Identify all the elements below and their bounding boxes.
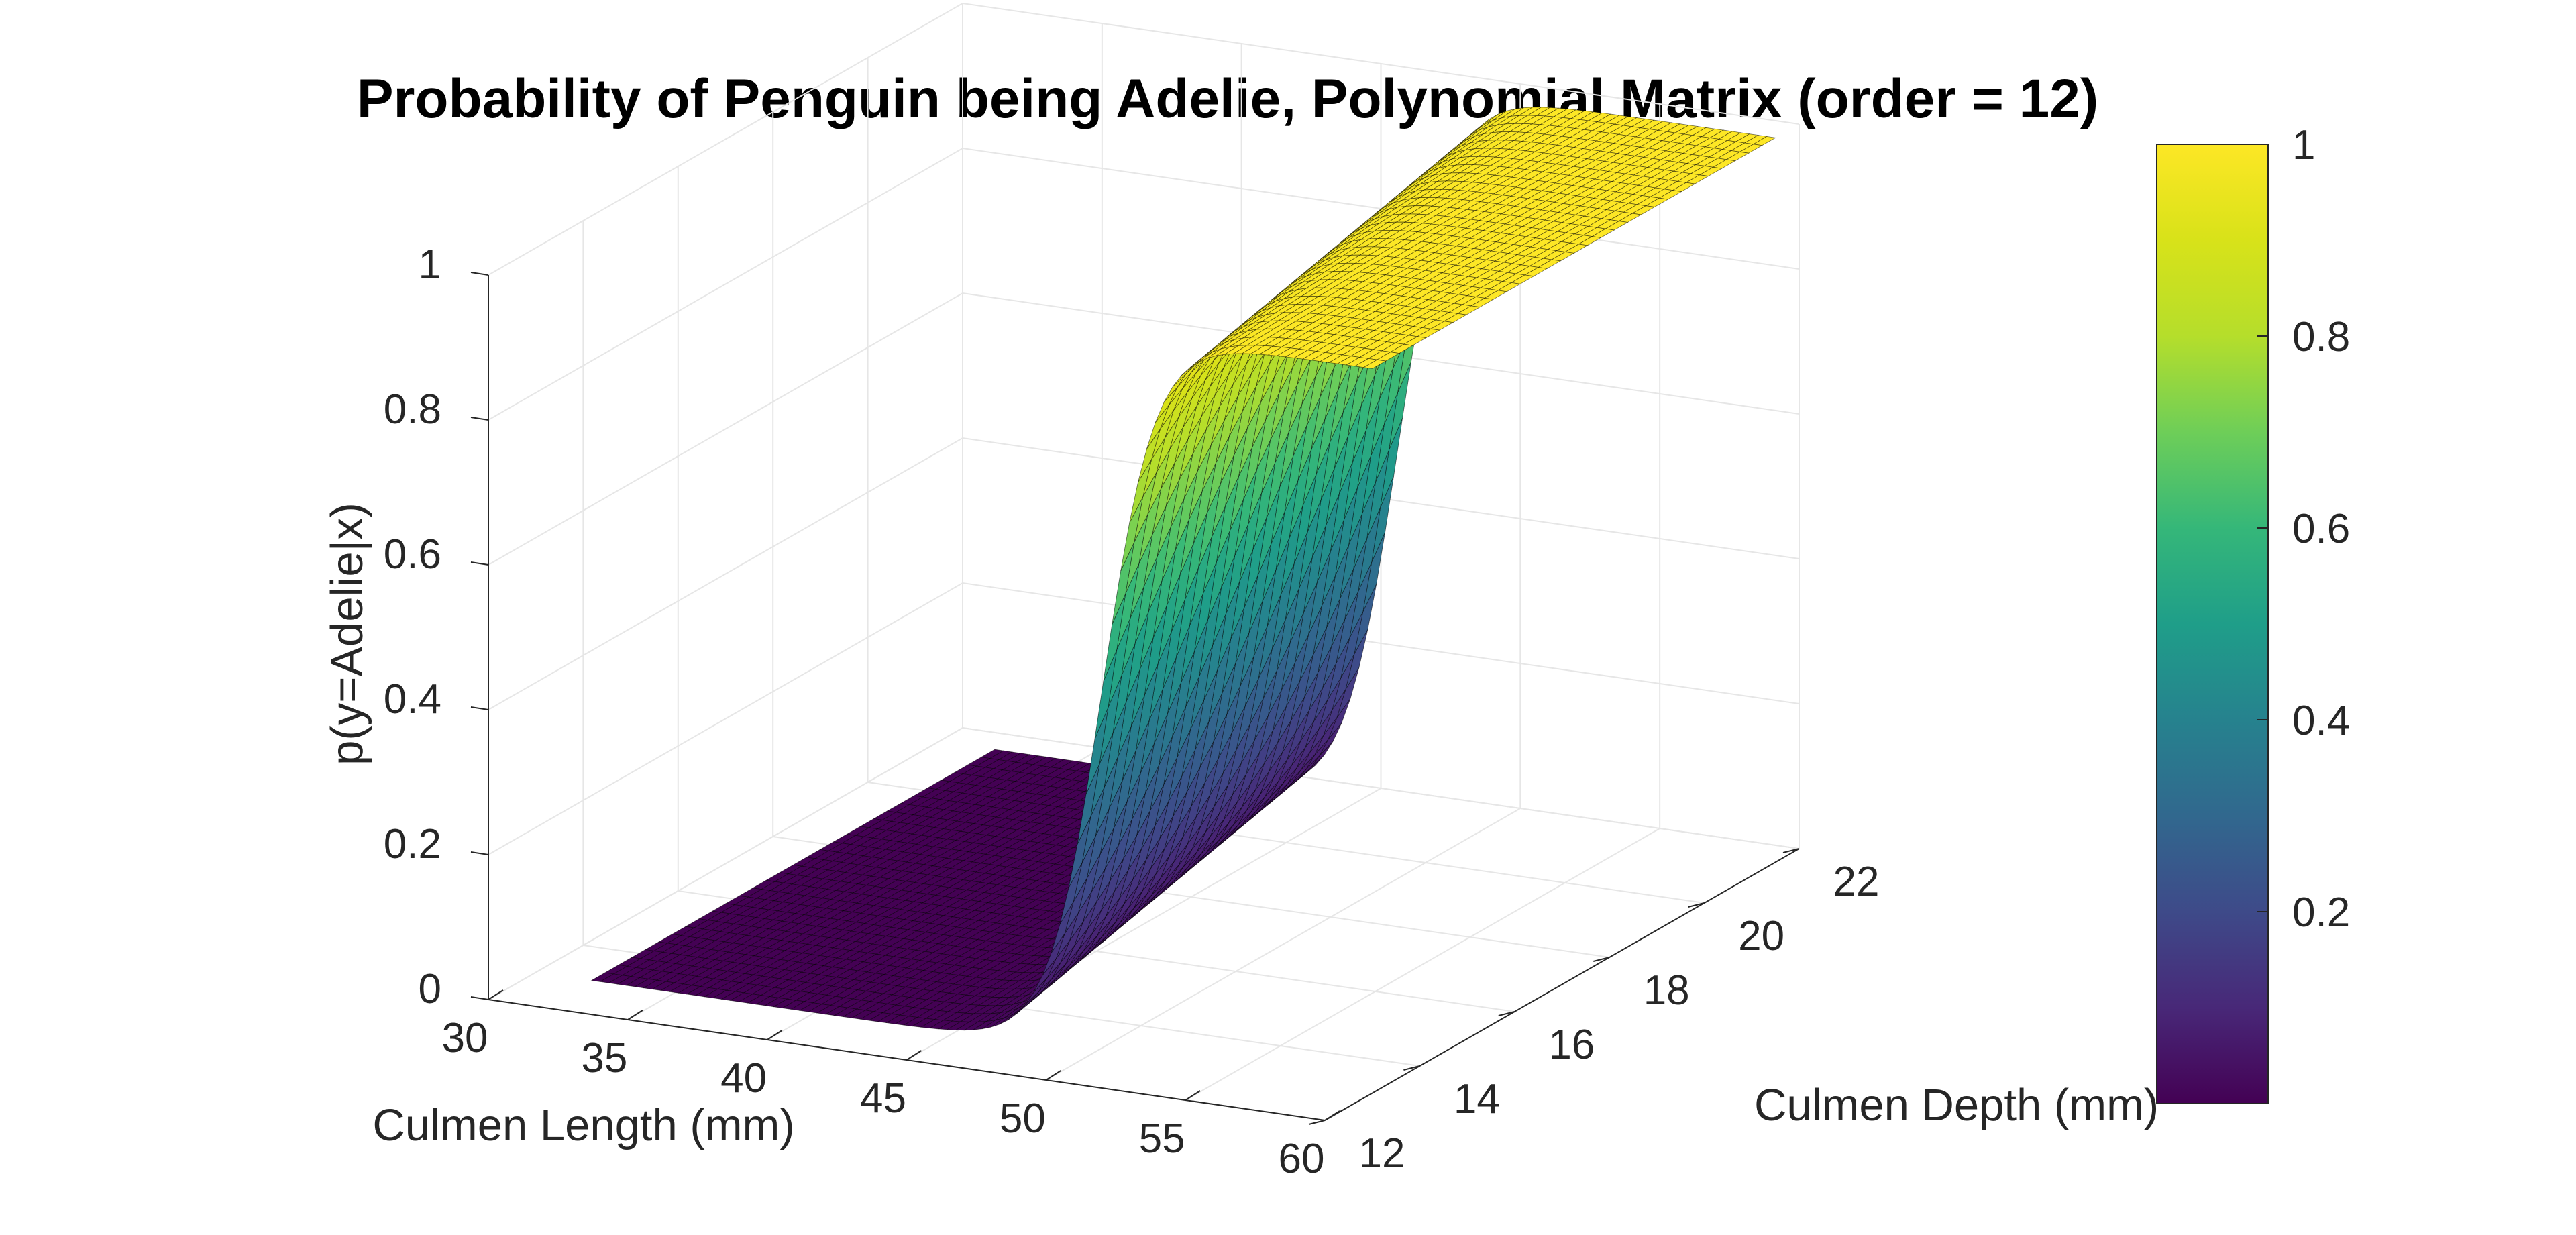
chart-title: Probability of Penguin being Adelie, Pol…: [357, 68, 2098, 129]
y-grid-line: [582, 221, 1420, 1067]
z-tick-mark: [470, 272, 489, 276]
colorbar-tick-label: 1: [2292, 122, 2315, 168]
colorbar-tick-label: 0.6: [2292, 506, 2350, 552]
axes-3d: 30 35 40 45 50 55 60 12 14 16 18 20 22 0 0.2 0.4 0.6 0.…: [322, 2, 2159, 1182]
y-axis-label: Culmen Depth (mm): [1754, 1080, 2159, 1130]
z-tick-mark: [470, 417, 489, 421]
x-axis-ticks: 30 35 40 45 50 55 60: [442, 989, 1340, 1182]
x-tick-label: 55: [1139, 1116, 1185, 1162]
x-tick-mark: [627, 1010, 643, 1020]
colorbar-tick-label: 0.2: [2292, 890, 2350, 936]
x-tick-label: 45: [860, 1075, 906, 1122]
x-tick-label: 35: [581, 1035, 627, 1081]
y-tick-mark: [1308, 1120, 1326, 1125]
z-tick-mark: [470, 561, 489, 566]
colorbar-tick-label: 0.4: [2292, 698, 2350, 744]
z-tick-label: 0.2: [384, 821, 441, 867]
x-tick-mark: [906, 1050, 922, 1061]
y-grid-line: [677, 166, 1515, 1012]
x-tick-mark: [1185, 1090, 1201, 1101]
z-tick-label: 1: [419, 241, 441, 288]
y-tick-label: 20: [1738, 913, 1784, 959]
x-tick-mark: [767, 1030, 783, 1040]
z-tick-label: 0.8: [384, 386, 441, 433]
x-tick-mark: [488, 989, 504, 1000]
z-tick-label: 0.6: [384, 531, 441, 578]
z-tick-label: 0: [419, 966, 441, 1012]
y-tick-mark: [1782, 848, 1800, 853]
y-tick-mark: [1593, 957, 1610, 962]
y-grid-line: [867, 58, 1705, 904]
x-tick-label: 40: [720, 1055, 767, 1102]
y-axis-line: [1324, 848, 1800, 1121]
y-axis-ticks: 12 14 16 18 20 22: [1308, 848, 1880, 1177]
y-tick-mark: [1498, 1011, 1515, 1016]
y-grid-line: [772, 112, 1610, 958]
z-tick-label: 0.4: [384, 676, 441, 722]
z-axis-label: p(y=Adelie|x): [322, 502, 372, 765]
colorbar-gradient: [2156, 144, 2269, 1104]
z-tick-mark: [470, 996, 489, 1000]
colorbar-ticks: 0.2 0.4 0.6 0.8 1: [2257, 122, 2350, 936]
y-tick-mark: [1688, 902, 1705, 908]
surface-plot: [590, 107, 1776, 1031]
y-tick-label: 16: [1548, 1022, 1595, 1068]
z-axis-ticks: 0 0.2 0.4 0.6 0.8 1: [384, 241, 489, 1012]
x-tick-mark: [1324, 1110, 1340, 1121]
y-tick-label: 14: [1454, 1076, 1500, 1122]
x-tick-label: 60: [1279, 1136, 1325, 1182]
x-axis-label: Culmen Length (mm): [372, 1100, 794, 1150]
z-tick-mark: [470, 851, 489, 855]
colorbar: 0.2 0.4 0.6 0.8 1: [2156, 122, 2350, 1104]
surface-patch: [1362, 359, 1387, 369]
y-tick-label: 12: [1359, 1130, 1405, 1177]
x-tick-label: 30: [442, 1015, 488, 1061]
x-tick-mark: [1045, 1070, 1061, 1081]
x-tick-label: 50: [1000, 1095, 1046, 1142]
y-tick-label: 18: [1644, 967, 1690, 1014]
colorbar-tick-label: 0.8: [2292, 314, 2350, 360]
y-grid-line: [962, 3, 1800, 849]
y-tick-mark: [1403, 1065, 1420, 1071]
z-tick-mark: [470, 706, 489, 710]
y-tick-label: 22: [1833, 859, 1880, 905]
